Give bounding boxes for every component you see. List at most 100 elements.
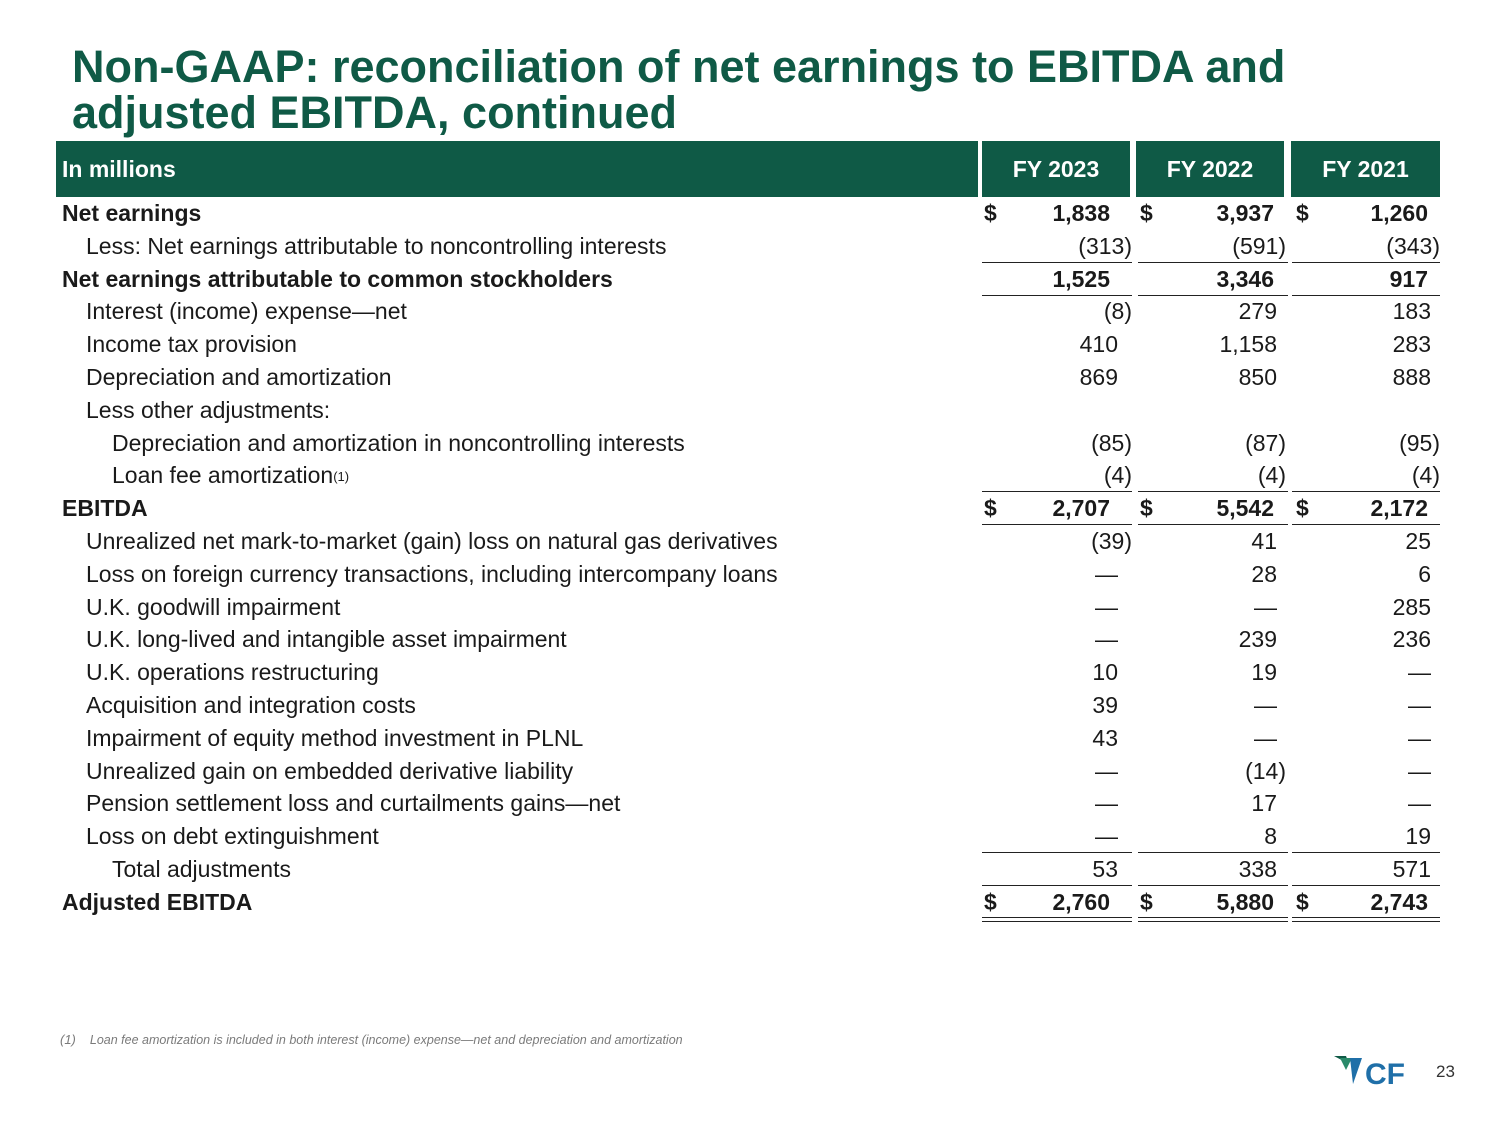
cell-fy-2023: 43 <box>1092 724 1118 751</box>
table-row: Impairment of equity method investment i… <box>56 722 1440 755</box>
cf-logo-mark-icon: CF <box>1334 1056 1405 1091</box>
cell-fy-2021: — <box>1408 790 1431 817</box>
row-label: Depreciation and amortization <box>86 361 392 394</box>
row-label: U.K. goodwill impairment <box>86 591 340 624</box>
cell-fy-2023: (85) <box>1091 429 1132 456</box>
row-label: Loan fee amortization(1) <box>112 459 349 492</box>
cell-fy-2021: 6 <box>1418 560 1431 587</box>
cell-fy-2021: 2,172 <box>1370 495 1428 522</box>
row-label-text: Unrealized gain on embedded derivative l… <box>86 757 574 784</box>
row-label-text: Less: Net earnings attributable to nonco… <box>86 232 667 259</box>
row-label: U.K. long-lived and intangible asset imp… <box>86 623 567 656</box>
table-row: Net earnings $1,838 $3,937 $1,260 <box>56 197 1440 230</box>
table-row: Total adjustments 53 338 571 <box>56 853 1440 886</box>
cell-fy-2022: 5,542 <box>1216 495 1274 522</box>
row-label: Net earnings attributable to common stoc… <box>62 263 613 296</box>
cell-fy-2022: 28 <box>1251 560 1277 587</box>
row-label-text: Acquisition and integration costs <box>86 691 416 718</box>
cell-fy-2022: — <box>1254 724 1277 751</box>
header-year-2022: FY 2022 <box>1136 141 1284 197</box>
row-label: Loss on foreign currency transactions, i… <box>86 558 778 591</box>
table-row: U.K. goodwill impairment — — 285 <box>56 591 1440 624</box>
cell-fy-2021: — <box>1408 724 1431 751</box>
subtotal-rule <box>1292 524 1440 526</box>
table-row: Loss on debt extinguishment — 8 19 <box>56 820 1440 854</box>
cell-fy-2021: 1,260 <box>1370 200 1428 226</box>
row-label: U.K. operations restructuring <box>86 656 379 689</box>
cell-fy-2023: — <box>1095 823 1118 850</box>
table-row: Less: Net earnings attributable to nonco… <box>56 230 1440 263</box>
currency-symbol: $ <box>1296 495 1309 522</box>
page-title: Non-GAAP: reconciliation of net earnings… <box>72 41 1286 138</box>
row-label: Impairment of equity method investment i… <box>86 722 583 755</box>
cell-fy-2022: — <box>1254 691 1277 718</box>
double-underline <box>1292 916 1440 922</box>
cell-fy-2021: — <box>1408 691 1431 718</box>
cell-fy-2023: 869 <box>1079 363 1118 390</box>
row-label-text: Depreciation and amortization in noncont… <box>112 429 685 456</box>
row-label-text: Net earnings attributable to common stoc… <box>62 265 613 292</box>
row-label: Less other adjustments: <box>86 394 330 427</box>
cell-fy-2021: 2,743 <box>1370 888 1428 915</box>
currency-symbol: $ <box>1140 888 1153 915</box>
cell-fy-2022: (87) <box>1245 429 1286 456</box>
header-label: In millions <box>56 141 978 197</box>
cell-fy-2022: (14) <box>1245 757 1286 784</box>
cell-fy-2022: 1,158 <box>1219 331 1277 358</box>
cell-fy-2021: 888 <box>1392 363 1431 390</box>
table-row: Acquisition and integration costs 39 — — <box>56 689 1440 722</box>
reconciliation-table: In millions FY 2023 FY 2022 FY 2021 Net … <box>56 141 1440 922</box>
cell-fy-2022: 3,346 <box>1216 265 1274 292</box>
row-label-text: Total adjustments <box>112 855 291 882</box>
cell-fy-2021: 25 <box>1405 527 1431 554</box>
subtotal-rule <box>982 524 1132 526</box>
cell-fy-2022: 239 <box>1238 626 1277 653</box>
row-label-text: Depreciation and amortization <box>86 363 392 390</box>
row-label-text: Loan fee amortization <box>112 462 334 489</box>
table-row: Income tax provision 410 1,158 283 <box>56 328 1440 361</box>
subtotal-rule <box>982 884 1132 886</box>
cell-fy-2022: — <box>1254 593 1277 620</box>
subtotal-rule <box>1138 294 1288 296</box>
cell-fy-2023: 1,525 <box>1052 265 1110 292</box>
table-row: Interest (income) expense—net (8) 279 183 <box>56 295 1440 328</box>
cell-fy-2023: — <box>1095 757 1118 784</box>
table-row: Loan fee amortization(1) (4) (4) (4) <box>56 459 1440 493</box>
footnote-text: Loan fee amortization is included in bot… <box>89 1033 683 1047</box>
currency-symbol: $ <box>1140 200 1153 226</box>
row-label-text: U.K. operations restructuring <box>86 659 379 686</box>
cell-fy-2021: (343) <box>1386 232 1440 259</box>
double-underline <box>1138 916 1288 922</box>
cell-fy-2023: 410 <box>1079 331 1118 358</box>
row-label: Income tax provision <box>86 328 297 361</box>
currency-symbol: $ <box>1140 495 1153 522</box>
subtotal-rule <box>982 294 1132 296</box>
row-label: Total adjustments <box>112 853 291 886</box>
cell-fy-2021: — <box>1408 757 1431 784</box>
cell-fy-2023: 10 <box>1092 659 1118 686</box>
currency-symbol: $ <box>984 495 997 522</box>
row-label-text: Unrealized net mark-to-market (gain) los… <box>86 527 778 554</box>
cell-fy-2022: (4) <box>1257 462 1286 489</box>
cell-fy-2021: 283 <box>1392 331 1431 358</box>
footnote-mark: (1) <box>60 1032 76 1047</box>
cell-fy-2022: 279 <box>1238 298 1277 325</box>
cell-fy-2022: 17 <box>1251 790 1277 817</box>
table-row: EBITDA $2,707 $5,542 $2,172 <box>56 492 1440 526</box>
row-label: Unrealized gain on embedded derivative l… <box>86 755 573 788</box>
row-label-text: Income tax provision <box>86 331 297 358</box>
row-label: Acquisition and integration costs <box>86 689 416 722</box>
subtotal-rule <box>1292 294 1440 296</box>
subtotal-rule <box>1292 852 1440 854</box>
cell-fy-2022: (591) <box>1232 232 1286 259</box>
subtotal-rule <box>1138 852 1288 854</box>
subtotal-rule <box>982 491 1132 493</box>
row-label: Unrealized net mark-to-market (gain) los… <box>86 525 778 558</box>
table-row: U.K. operations restructuring 10 19 — <box>56 656 1440 689</box>
cell-fy-2022: 19 <box>1251 659 1277 686</box>
row-label-text: U.K. goodwill impairment <box>86 593 341 620</box>
cell-fy-2023: (8) <box>1103 298 1132 325</box>
row-label-text: Pension settlement loss and curtailments… <box>86 790 621 817</box>
table-row: Depreciation and amortization in noncont… <box>56 427 1440 460</box>
cell-fy-2023: 1,838 <box>1052 200 1110 226</box>
